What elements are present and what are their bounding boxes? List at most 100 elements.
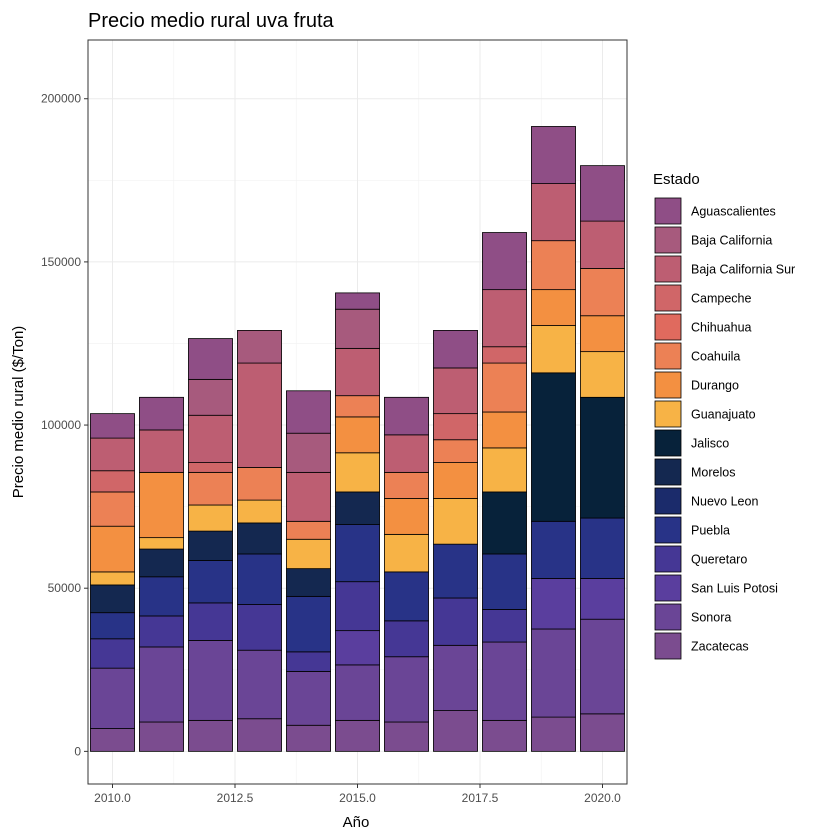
bar-segment [433,498,478,545]
bar-segment [335,664,380,721]
bar-segment [90,470,135,493]
bar-segment [335,719,380,752]
bar-segment [335,308,380,349]
bar-segment [482,232,527,291]
bar-segment [531,126,576,184]
bar-segment [531,289,576,326]
bar-segment [90,728,135,752]
bar-segment [384,620,429,658]
legend-swatch [654,313,682,341]
bar-segment [90,612,135,640]
legend-label: Chihuahua [691,321,752,335]
bar-segment [90,437,135,472]
bar-segment [482,289,527,348]
y-tick-label: 0 [74,744,81,758]
bar-segment [384,498,429,535]
bar-segment [286,471,331,522]
legend-label: Durango [691,379,739,393]
bar-segment [384,656,429,723]
bar-segment [384,571,429,622]
bar-segment [188,719,233,752]
legend-label: Nuevo Leon [691,495,758,509]
bar-segment [237,362,282,468]
y-axis: 0 50000 100000 150000 200000 [41,92,88,758]
bar-segment [286,432,331,473]
legend-swatch [654,255,682,283]
bar-segment [580,351,625,398]
legend-label: San Luis Potosi [691,582,778,596]
bar-segment [237,330,282,364]
bar-segment [237,649,282,720]
legend-swatch [654,458,682,486]
bar-segment [384,471,429,499]
bar-segment [580,396,625,519]
legend-label: Campeche [691,292,751,306]
bar-segment [188,378,233,416]
bar-segment [139,429,184,473]
bar-segment [90,571,135,586]
y-tick-label: 50000 [48,581,82,595]
legend-label: Baja California Sur [691,263,795,277]
bar-segment [90,525,135,573]
legend-swatch [654,284,682,312]
bar-segment [237,522,282,555]
bar-segment [90,413,135,439]
bar-segment [482,491,527,555]
legend-label: Morelos [691,466,735,480]
bar-segment [237,467,282,501]
legend-swatch [654,487,682,515]
bar-segment [531,628,576,718]
bar-segment [335,491,380,525]
y-tick-label: 150000 [41,255,81,269]
bar-segment [482,719,527,752]
bar-segment [580,578,625,620]
bar-segment [433,710,478,752]
bar-segment [286,671,331,726]
bar-segment [482,362,527,413]
legend-swatch [654,342,682,370]
y-axis-title: Precio medio rural ($/Ton) [10,326,27,499]
chart-title: Precio medio rural uva fruta [88,10,335,32]
bar-segment [335,452,380,493]
bar-segment [286,724,331,752]
legend-label: Puebla [691,524,730,538]
legend-label: Coahuila [691,350,740,364]
legend: Estado Aguascalientes Baja California Baja… [653,171,795,660]
bar-segment [286,568,331,597]
legend-swatch [654,603,682,631]
bar-segment [482,609,527,643]
bar-segment [433,330,478,369]
bar-segment [237,553,282,605]
bar-segment [237,499,282,524]
bar-segment [286,595,331,653]
bar-segment [139,537,184,550]
bar-segment [139,615,184,648]
bar-segment [580,618,625,715]
bar-segment [188,414,233,463]
bar-segment [531,183,576,242]
bar-segment [580,713,625,752]
legend-swatch [654,400,682,428]
bar-segment [433,413,478,441]
bar-segment [531,520,576,579]
bar-segment [139,471,184,539]
bar-segment [188,560,233,604]
bar-segment [237,718,282,752]
bar-segment [433,644,478,711]
bar-segment [335,347,380,397]
bar-segment [139,548,184,578]
x-tick-label: 2010.0 [94,791,131,805]
bar-segment [384,721,429,752]
bar-segment [580,315,625,353]
x-tick-label: 2015.0 [339,791,376,805]
legend-label: Queretaro [691,553,747,567]
bar-segment [433,462,478,499]
y-tick-label: 200000 [41,92,81,106]
legend-swatch [654,632,682,660]
bar-segment [335,630,380,666]
legend-swatch [654,429,682,457]
bar-segment [433,367,478,415]
legend-label: Aguascalientes [691,205,776,219]
legend-label: Baja California [691,234,772,248]
